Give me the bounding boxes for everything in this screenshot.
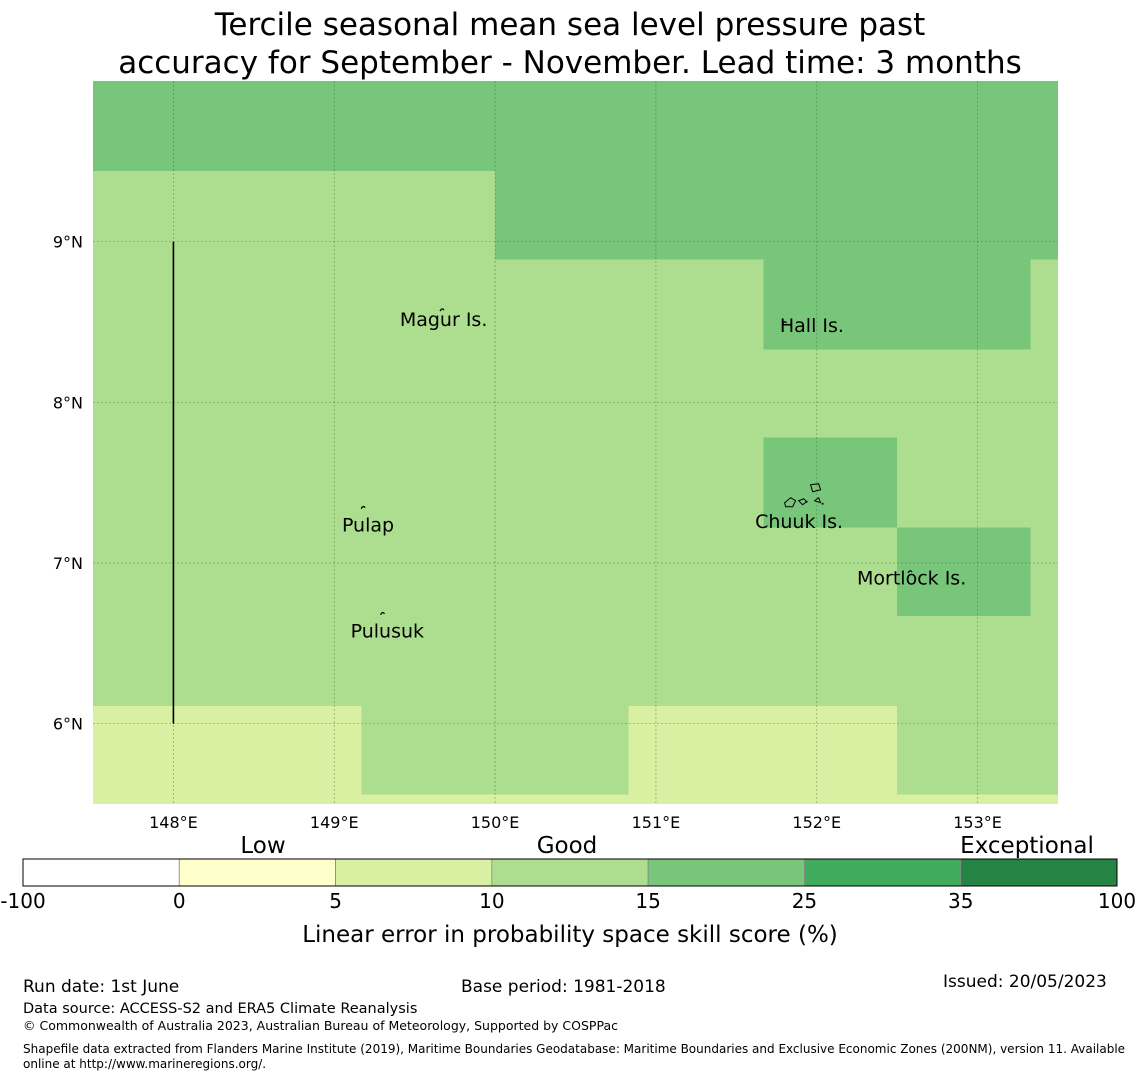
latitude-tick-label: 7°N — [53, 554, 83, 573]
map-gridlines — [93, 81, 1058, 804]
data-source: Data source: ACCESS-S2 and ERA5 Climate … — [23, 1001, 418, 1017]
map-title-line-1: Tercile seasonal mean sea level pressure… — [214, 7, 926, 43]
longitude-tick-label: 149°E — [310, 813, 359, 832]
grid-cell — [763, 259, 1031, 350]
grid-cell — [897, 705, 1031, 795]
chuuk-lagoon-outline — [784, 483, 824, 508]
island-label: Pulusuk — [351, 620, 424, 642]
grid-cell — [495, 81, 1058, 260]
colorbar-tick-label: 5 — [329, 889, 342, 913]
longitude-tick-label: 152°E — [792, 813, 841, 832]
island-label: Mortlock Is. — [857, 567, 966, 589]
island-outline — [907, 570, 913, 574]
longitude-tick-label: 150°E — [471, 813, 520, 832]
shapefile-credit-line-1: Shapefile data extracted from Flanders M… — [23, 1042, 1126, 1056]
colorbar-tick-label: 15 — [635, 889, 660, 913]
colorbar-segment — [804, 858, 962, 887]
grid-cell — [495, 259, 764, 706]
grid-cell — [897, 794, 1058, 804]
island-outline — [782, 321, 788, 325]
island-outline — [360, 505, 366, 510]
colorbar-segment — [335, 858, 493, 887]
colorbar-category-label: Low — [240, 833, 285, 859]
island-label: Hall Is. — [780, 315, 844, 337]
colorbar-segment — [22, 858, 180, 887]
longitude-tick-label: 153°E — [953, 813, 1002, 832]
issued-date: Issued: 20/05/2023 — [943, 972, 1107, 992]
grid-cell — [628, 705, 898, 804]
map-axis-ticks: 148°E 149°E 150°E 151°E 152°E 153°E 6°N 7°N 8°N 9… — [53, 233, 1002, 832]
colorbar-tick-label: -100 — [0, 889, 45, 913]
latitude-tick-label: 9°N — [53, 233, 83, 252]
island-outline — [439, 308, 445, 312]
colorbar-category-label: Exceptional — [960, 833, 1094, 859]
grid-cell — [93, 170, 496, 706]
run-date: Run date: 1st June — [23, 977, 180, 997]
colorbar-tick-label: 100 — [1098, 889, 1136, 913]
longitude-tick-label: 151°E — [632, 813, 681, 832]
grid-cell — [763, 437, 898, 528]
grid-cell — [897, 527, 1031, 617]
island-label: Pulap — [342, 514, 394, 536]
map-grid-cells — [93, 81, 1058, 804]
island-label: Chuuk Is. — [755, 511, 843, 533]
colorbar: -100 0 5 10 15 25 35 100 Low Good Exceptional Linea… — [0, 833, 1136, 948]
colorbar-tick-label: 0 — [173, 889, 186, 913]
map-title: Tercile seasonal mean sea level pressure… — [0, 6, 1140, 82]
colorbar-segment — [491, 858, 649, 887]
colorbar-frame — [22, 858, 1118, 887]
latitude-tick-label: 8°N — [53, 393, 83, 412]
base-period: Base period: 1981-2018 — [461, 977, 666, 997]
colorbar-axis-label: Linear error in probability space skill … — [302, 922, 838, 948]
shapefile-credit-line-2: online at http://www.marineregions.org/. — [23, 1057, 267, 1071]
grid-cell — [1030, 259, 1058, 795]
grid-cell — [361, 794, 629, 804]
island-outline — [379, 611, 385, 616]
colorbar-tick-label: 25 — [792, 889, 817, 913]
map-islands: Magur Is. Hall Is. Pulap Chuuk Is. Mortlock … — [342, 308, 966, 642]
colorbar-tick-label: 10 — [479, 889, 504, 913]
skill-score-map: Magur Is. Hall Is. Pulap Chuuk Is. Mortlock … — [0, 81, 1136, 948]
colorbar-segment — [178, 858, 336, 887]
map-title-line-2: accuracy for September - November. Lead … — [118, 45, 1022, 81]
colorbar-segment — [647, 858, 805, 887]
latitude-tick-label: 6°N — [53, 715, 83, 734]
grid-cell — [93, 81, 496, 171]
longitude-tick-label: 148°E — [149, 813, 198, 832]
island-label: Magur Is. — [400, 309, 488, 331]
colorbar-tick-label: 35 — [948, 889, 973, 913]
grid-cell — [93, 705, 362, 804]
copyright-notice: © Commonwealth of Australia 2023, Austra… — [23, 1018, 618, 1033]
colorbar-segment — [960, 858, 1118, 887]
colorbar-category-label: Good — [537, 833, 598, 859]
